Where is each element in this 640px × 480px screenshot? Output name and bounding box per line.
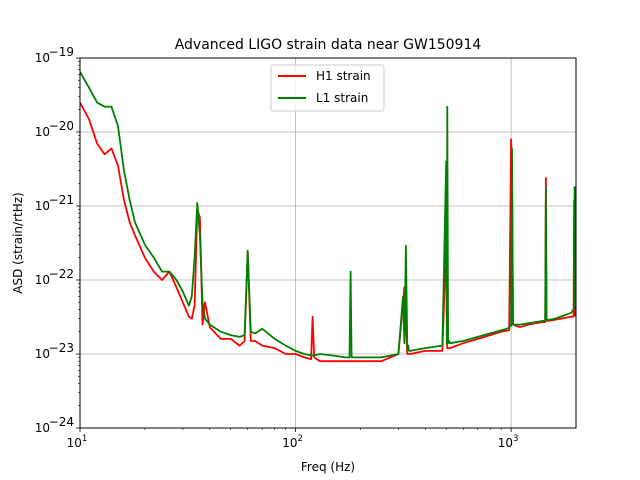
y-tick-exponent: −19 (49, 45, 74, 59)
x-axis-ticks: 101 102 103 (67, 428, 519, 450)
y-tick-label: 10 (35, 347, 50, 361)
y-tick-label: 10 (35, 125, 50, 139)
series-layer (80, 71, 576, 363)
x-tick-label: 101 (67, 434, 88, 450)
y-tick-exponent: −23 (49, 341, 74, 355)
x-tick-label: 102 (282, 434, 303, 450)
legend-label-l1: L1 strain (316, 91, 368, 105)
l1-strain-line (80, 71, 576, 359)
y-axis-label: ASD (strain/rtHz) (11, 192, 25, 293)
y-tick-label: 10 (35, 199, 50, 213)
y-tick-label: 10 (35, 51, 50, 65)
chart-title: Advanced LIGO strain data near GW150914 (175, 37, 482, 53)
x-tick-label: 103 (498, 434, 519, 450)
y-tick-label: 10 (35, 421, 50, 435)
y-tick-exponent: −22 (49, 267, 74, 281)
y-tick-exponent: −20 (49, 119, 74, 133)
y-tick-exponent: −21 (49, 193, 74, 207)
plot-area (80, 58, 576, 428)
h1-strain-line (80, 102, 576, 363)
plot-frame (79, 57, 577, 429)
legend: H1 strain L1 strain (270, 64, 385, 112)
x-axis-label: Freq (Hz) (301, 460, 355, 474)
y-tick-label: 10 (35, 273, 50, 287)
y-tick-exponent: −24 (49, 415, 74, 429)
legend-label-h1: H1 strain (316, 69, 371, 83)
